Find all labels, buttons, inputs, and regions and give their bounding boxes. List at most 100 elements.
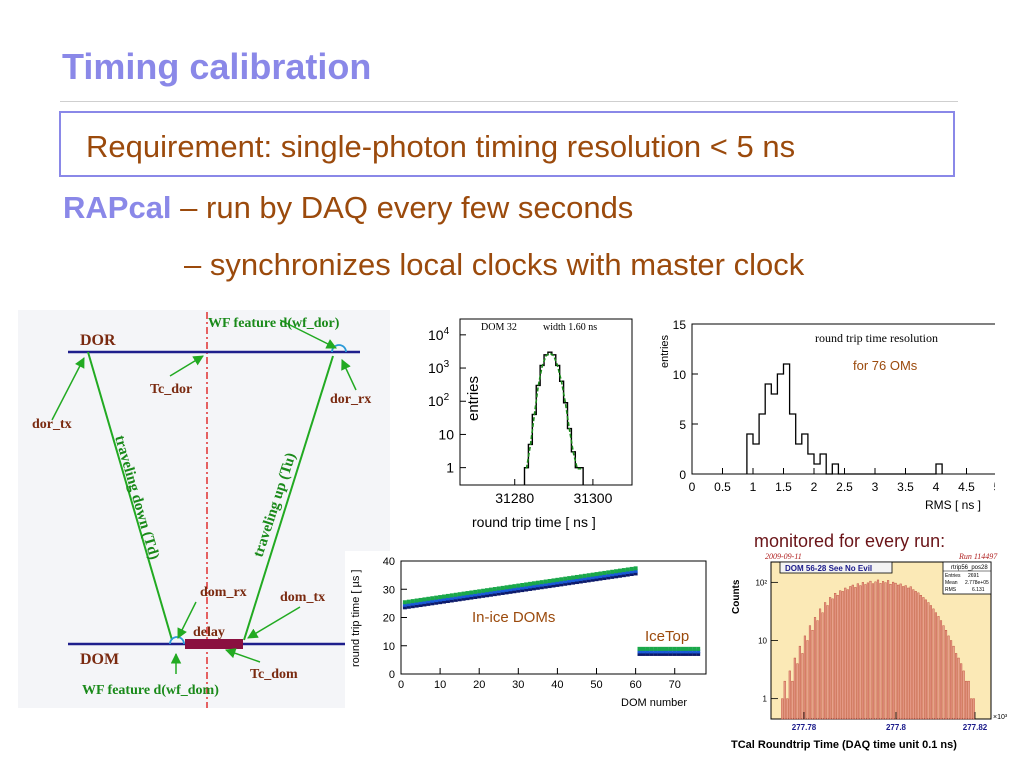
trend-point	[606, 572, 611, 577]
trend-point	[481, 588, 486, 593]
monitor-bar	[919, 595, 922, 720]
hist-x-ticks: 31280 31300	[495, 479, 613, 506]
trend-point	[582, 576, 587, 581]
monitor-stats-mean: 2.778e+05	[965, 580, 989, 586]
trend-point	[672, 651, 677, 656]
monitor-bar	[861, 582, 864, 720]
dor-tx-label: dor_tx	[32, 417, 72, 432]
delay-label: delay	[193, 625, 225, 640]
monitor-bar	[834, 593, 837, 720]
dom-rx-arrow	[177, 601, 197, 639]
trend-point	[610, 574, 615, 579]
trend-point	[508, 587, 513, 592]
dor-waveform-bump	[331, 344, 347, 353]
trend-point	[461, 591, 466, 596]
monitor-bar	[824, 602, 827, 720]
wf-feature-dor-label: WF feature d(wf_dor)	[208, 316, 340, 331]
requirement-text: Requirement: single-photon timing resolu…	[86, 129, 796, 164]
rapcal-description-1: – run by DAQ every few seconds	[171, 190, 634, 225]
monitor-stats-mean-label: Mean	[945, 580, 958, 586]
trend-point	[531, 586, 536, 591]
res-xtick-label: 4.5	[958, 480, 975, 494]
trend-point	[524, 587, 529, 592]
trend-point	[621, 570, 626, 575]
trend-point	[500, 590, 505, 595]
monitor-bar	[808, 625, 812, 720]
trend-point	[496, 591, 501, 596]
monitor-bar	[929, 605, 932, 720]
trend-point	[598, 576, 603, 581]
trend-ytick-label: 0	[389, 669, 395, 681]
trend-point	[649, 649, 654, 654]
trend-point	[500, 585, 505, 590]
tc-dom-arrow	[225, 648, 261, 663]
trend-point	[535, 583, 540, 588]
trend-point	[414, 603, 419, 608]
trend-point	[465, 593, 470, 598]
trend-point	[645, 649, 650, 654]
trend-point	[676, 651, 681, 656]
monitor-bar	[884, 582, 887, 720]
trend-point	[465, 596, 470, 601]
trend-point	[676, 646, 681, 651]
trend-annotation-inice: In-ice DOMs	[472, 609, 555, 626]
monitor-bar	[892, 581, 895, 720]
trend-point	[586, 578, 591, 583]
trend-point	[485, 590, 490, 595]
monitor-bar	[836, 595, 839, 720]
slide-title: Timing calibration	[62, 46, 372, 87]
res-y-ticks: 0 5 10 15	[673, 318, 698, 482]
trend-point	[418, 603, 423, 608]
trend-point	[406, 602, 411, 607]
monitor-bar	[909, 586, 912, 720]
dor-rx-arrow	[341, 359, 357, 391]
trend-point	[629, 572, 634, 577]
monitor-bar	[914, 591, 917, 720]
trend-point	[469, 590, 474, 595]
trend-point	[641, 651, 646, 656]
trend-point	[563, 579, 568, 584]
trend-bg	[345, 551, 710, 713]
res-annotation: for 76 OMs	[853, 358, 918, 373]
trend-point	[520, 585, 525, 590]
monitor-y-ticks: 1 10 10²	[755, 578, 778, 704]
trend-xtick-label: 0	[398, 679, 404, 691]
hist-bg	[412, 316, 640, 536]
trend-point	[641, 646, 646, 651]
trend-point	[442, 597, 447, 602]
trend-point	[434, 598, 439, 603]
monitor-stats-rms-label: RMS	[945, 587, 957, 593]
monitor-x-ticks: 277.78 277.8 277.82	[792, 712, 988, 732]
trend-point	[547, 584, 552, 589]
trend-ytick-label: 10	[383, 641, 395, 653]
monitor-bar	[866, 582, 869, 720]
monitor-ytick-label: 1	[763, 695, 768, 704]
res-xtick-label: 1	[750, 480, 757, 494]
res-histogram-outline	[746, 363, 943, 475]
trend-point	[653, 649, 658, 654]
trend-point	[649, 651, 654, 656]
res-xtick-label: 3.5	[897, 480, 914, 494]
monitor-bar	[793, 657, 796, 720]
trend-point	[438, 595, 443, 600]
monitor-bar	[965, 680, 968, 720]
trend-point	[688, 649, 693, 654]
monitor-title-box	[779, 561, 893, 574]
trend-point	[680, 646, 685, 651]
trend-point	[551, 580, 556, 585]
hist-annotation-width: width 1.60 ns	[543, 322, 597, 333]
res-xtick-label: 2.5	[836, 480, 853, 494]
trend-point	[653, 646, 658, 651]
monitor-bar	[816, 620, 819, 720]
trend-ytick-label: 20	[383, 613, 395, 625]
monitor-bar	[831, 598, 834, 720]
trend-point	[594, 572, 599, 577]
trend-point	[414, 601, 419, 606]
trend-point	[684, 651, 689, 656]
monitor-bar	[846, 589, 849, 720]
round-trip-resolution-chart: round trip time resolution for 76 OMs 0 5…	[655, 316, 995, 514]
trend-point	[457, 597, 462, 602]
trend-point	[402, 600, 407, 605]
dor-tx-arrow	[51, 357, 85, 421]
trend-x-ticks: 0 10 20 30 40 50 60 70	[398, 668, 681, 691]
